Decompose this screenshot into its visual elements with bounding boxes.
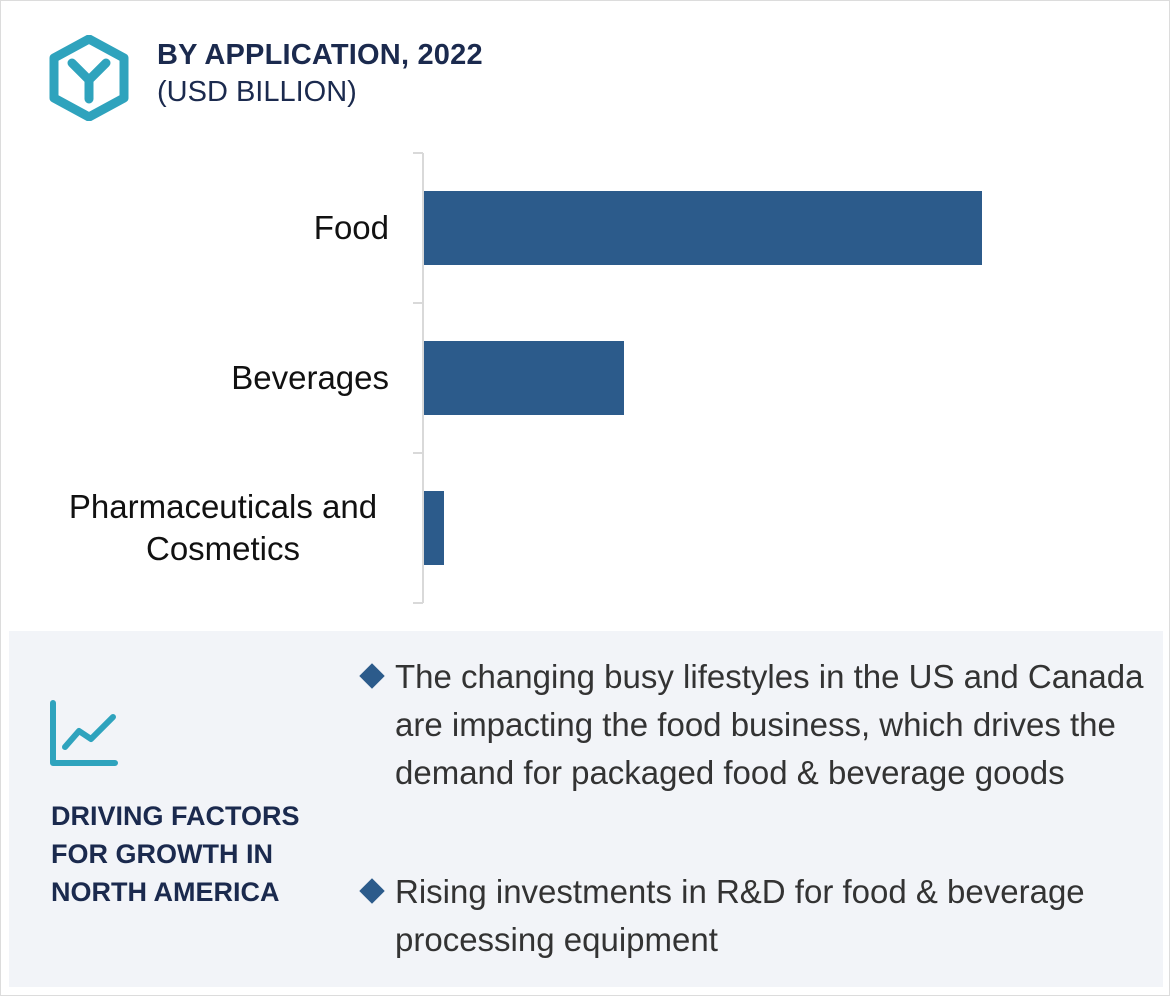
bar-1 [424, 341, 624, 415]
driver-point-text: Rising investments in R&D for food & bev… [395, 873, 1085, 958]
category-label-line: Pharmaceuticals and [69, 488, 377, 525]
bar-chart: Food Beverages Pharmaceuticals and Cosmetic… [69, 152, 982, 604]
category-label: Pharmaceuticals and Cosmetics [69, 488, 377, 567]
chart-title: BY APPLICATION, 2022 [157, 39, 483, 71]
hexagon-y-logo-icon [49, 35, 129, 121]
bar-0 [424, 191, 982, 265]
category-label-line: Food [314, 209, 389, 246]
line-chart-growth-icon [50, 700, 118, 766]
category-label-line: Cosmetics [146, 530, 300, 567]
category-label: Food [314, 209, 389, 246]
driver-point-text: The changing busy lifestyles in the US a… [395, 658, 1144, 791]
chart-subtitle: (USD BILLION) [157, 76, 357, 108]
driving-factors-title: DRIVING FACTORS FOR GROWTH IN NORTH AMER… [51, 801, 300, 907]
category-label: Beverages [231, 359, 389, 396]
bar-2 [424, 491, 444, 565]
category-label-line: Beverages [231, 359, 389, 396]
driving-factors-panel: DRIVING FACTORS FOR GROWTH IN NORTH AMER… [9, 631, 1163, 987]
driver-point: The changing busy lifestyles in the US a… [359, 653, 1149, 797]
driver-point: Rising investments in R&D for food & bev… [359, 868, 1149, 964]
